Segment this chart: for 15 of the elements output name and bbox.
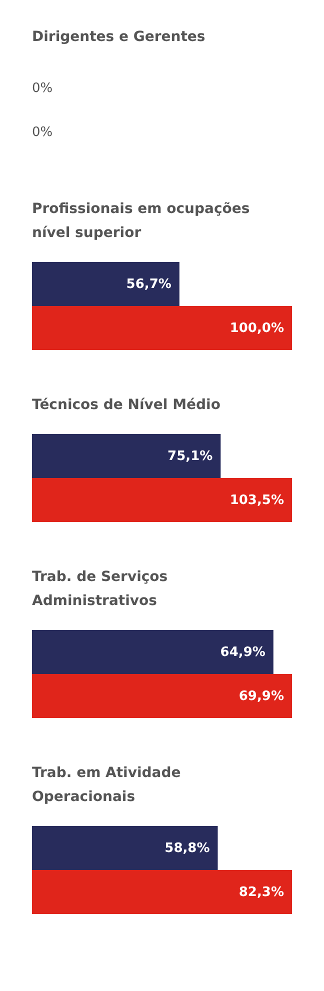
data-label: 100,0% [230,321,284,336]
chart-title: Técnicos de Nível Médio [32,397,221,413]
data-label: 56,7% [126,277,172,292]
data-label: 103,5% [230,493,284,508]
data-label: 75,1% [168,449,213,464]
data-label: 82,3% [238,885,284,900]
text: 0% [32,125,53,140]
data-label: 58,8% [164,841,210,856]
text: Dirigentes e Gerentes [32,29,206,45]
chart-title: Profissionais em ocupações nível superior [32,201,250,241]
chart-title: Trab. de Serviços Administrativos [32,569,168,609]
data-label: 69,9% [238,689,284,704]
chart-title: Trab. em Atividade Operacionais [32,765,181,805]
data-label: 64,9% [220,645,266,660]
text: 0% [32,81,53,96]
